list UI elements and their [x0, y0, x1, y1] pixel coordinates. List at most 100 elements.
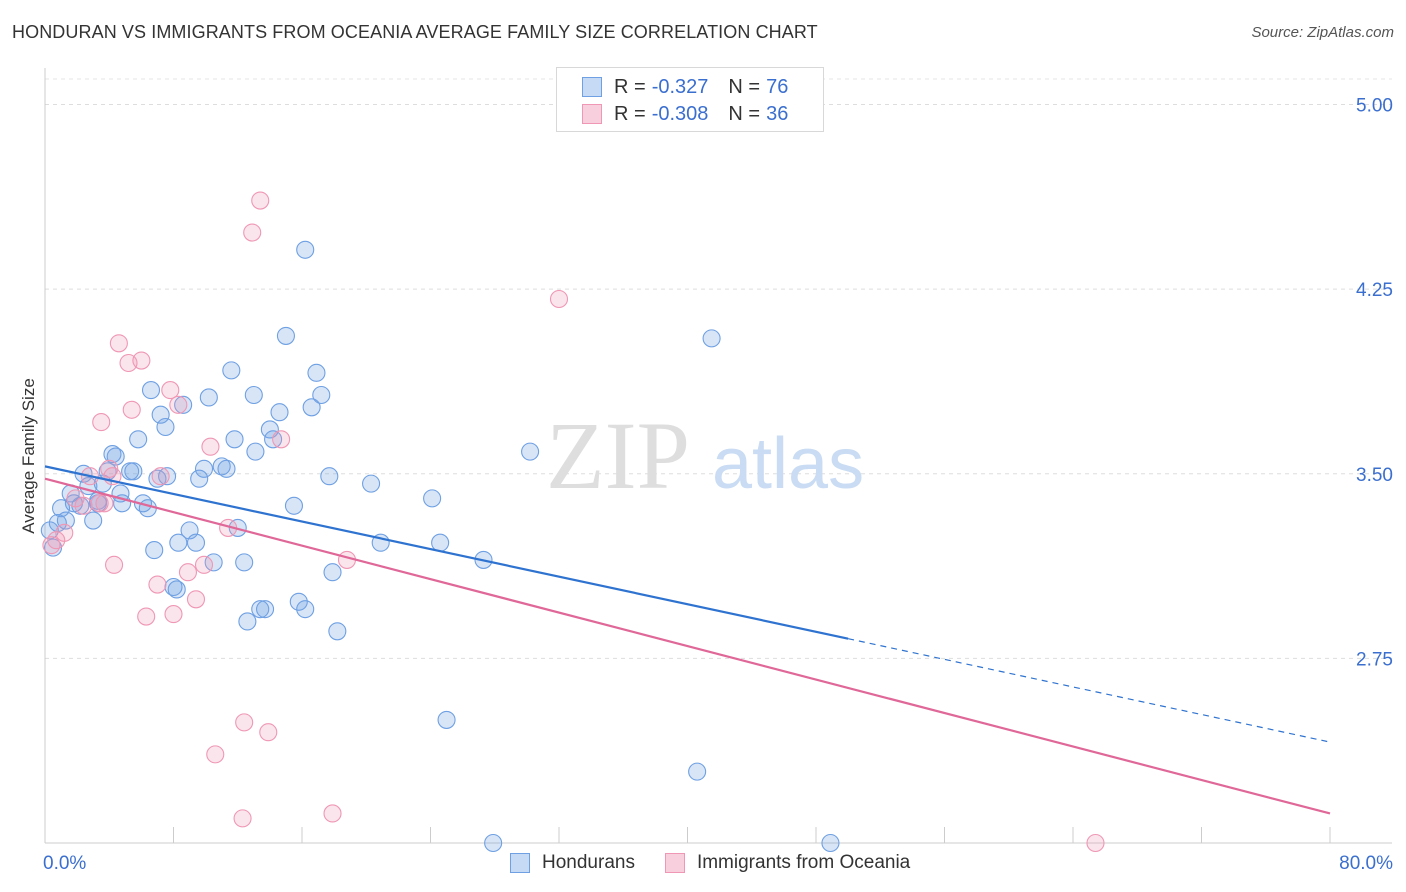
legend-swatch-oceania	[664, 853, 685, 873]
legend-r-value: -0.327	[651, 75, 709, 98]
trendline-oceania	[44, 477, 1331, 815]
point-oceania[interactable]	[92, 413, 111, 432]
point-hondurans[interactable]	[431, 533, 450, 552]
point-oceania[interactable]	[148, 575, 167, 594]
point-hondurans[interactable]	[296, 600, 315, 619]
point-oceania[interactable]	[122, 400, 141, 419]
point-hondurans[interactable]	[129, 430, 148, 449]
point-hondurans[interactable]	[194, 459, 214, 478]
point-hondurans[interactable]	[158, 467, 177, 486]
point-oceania[interactable]	[95, 494, 114, 513]
point-oceania[interactable]	[161, 381, 180, 400]
point-hondurans[interactable]	[169, 533, 188, 552]
y-tick-labels: 2.75 3.50 4.25 5.00	[1356, 96, 1393, 671]
point-hondurans[interactable]	[702, 329, 721, 348]
point-hondurans[interactable]	[437, 710, 456, 729]
point-hondurans[interactable]	[212, 457, 231, 476]
chart-title: HONDURAN VS IMMIGRANTS FROM OCEANIA AVER…	[12, 22, 818, 42]
point-oceania[interactable]	[90, 494, 109, 513]
point-oceania[interactable]	[243, 223, 262, 242]
point-oceania[interactable]	[251, 191, 270, 210]
point-hondurans[interactable]	[164, 577, 183, 597]
point-hondurans[interactable]	[289, 592, 308, 611]
legend-row-hondurans: R = -0.327 N = 76	[582, 74, 788, 100]
y-axis-label: Average Family Size	[19, 378, 38, 534]
point-hondurans[interactable]	[328, 622, 347, 641]
series-oceania-points	[42, 191, 1105, 853]
point-hondurans[interactable]	[284, 496, 304, 515]
point-oceania[interactable]	[233, 809, 252, 828]
point-hondurans[interactable]	[145, 541, 164, 560]
trend-lines	[44, 465, 1331, 815]
point-hondurans[interactable]	[103, 445, 122, 464]
point-oceania[interactable]	[272, 430, 291, 449]
legend-r-value: -0.308	[651, 102, 709, 125]
point-hondurans[interactable]	[256, 600, 275, 619]
point-hondurans[interactable]	[307, 363, 326, 382]
point-hondurans[interactable]	[323, 563, 342, 582]
point-oceania[interactable]	[206, 745, 225, 764]
point-hondurans[interactable]	[320, 467, 339, 486]
series-hondurans-points	[40, 240, 840, 853]
point-hondurans[interactable]	[124, 462, 143, 481]
point-hondurans[interactable]	[141, 381, 161, 400]
point-hondurans[interactable]	[84, 511, 103, 530]
point-hondurans[interactable]	[423, 489, 442, 508]
point-hondurans[interactable]	[246, 442, 265, 461]
point-hondurans[interactable]	[362, 474, 381, 493]
point-hondurans[interactable]	[190, 469, 209, 488]
point-hondurans[interactable]	[186, 533, 206, 552]
point-hondurans[interactable]	[217, 459, 236, 478]
point-hondurans[interactable]	[484, 833, 503, 853]
stats-legend: R = -0.327 N = 76 R = -0.308 N = 36	[556, 67, 824, 132]
point-hondurans[interactable]	[821, 833, 840, 853]
point-hondurans[interactable]	[235, 553, 254, 572]
point-hondurans[interactable]	[156, 417, 175, 437]
point-hondurans[interactable]	[521, 442, 540, 461]
point-hondurans[interactable]	[251, 600, 270, 619]
point-oceania[interactable]	[105, 555, 124, 574]
point-oceania[interactable]	[55, 523, 74, 542]
point-oceania[interactable]	[169, 395, 188, 414]
point-hondurans[interactable]	[244, 385, 263, 405]
point-oceania[interactable]	[549, 289, 569, 309]
point-oceania[interactable]	[259, 723, 278, 742]
legend-label-oceania: Immigrants from Oceania	[696, 852, 911, 873]
legend-item-hondurans[interactable]: Hondurans	[510, 852, 635, 874]
legend-swatch-hondurans	[582, 77, 602, 97]
point-hondurans[interactable]	[225, 430, 244, 449]
point-oceania[interactable]	[74, 496, 93, 515]
point-hondurans[interactable]	[199, 388, 218, 407]
point-hondurans[interactable]	[276, 326, 295, 345]
point-oceania[interactable]	[1086, 833, 1105, 853]
point-hondurans[interactable]	[270, 403, 289, 422]
point-oceania[interactable]	[151, 467, 170, 486]
point-oceania[interactable]	[132, 351, 151, 370]
point-oceania[interactable]	[201, 437, 220, 456]
point-hondurans[interactable]	[296, 240, 315, 259]
legend-n-value: 76	[766, 75, 789, 98]
point-hondurans[interactable]	[312, 385, 331, 405]
point-oceania[interactable]	[194, 555, 214, 574]
point-hondurans[interactable]	[688, 762, 707, 781]
point-oceania[interactable]	[235, 713, 254, 732]
x-tick-labels: 0.0% 80.0%	[43, 853, 1393, 874]
point-oceania[interactable]	[178, 563, 198, 582]
point-hondurans[interactable]	[222, 361, 241, 380]
legend-r-label: R =	[614, 102, 646, 125]
point-hondurans[interactable]	[138, 499, 157, 518]
point-oceania[interactable]	[323, 804, 342, 823]
legend-row-oceania: R = -0.308 N = 36	[582, 101, 788, 127]
point-oceania[interactable]	[186, 590, 206, 609]
legend-item-oceania[interactable]: Immigrants from Oceania	[664, 852, 911, 874]
point-oceania[interactable]	[164, 605, 183, 624]
point-hondurans[interactable]	[238, 612, 257, 631]
point-oceania[interactable]	[137, 607, 156, 626]
point-hondurans[interactable]	[302, 398, 321, 417]
watermark-zip: ZIP	[546, 402, 690, 509]
point-oceania[interactable]	[109, 334, 128, 353]
point-hondurans[interactable]	[174, 395, 193, 414]
point-hondurans[interactable]	[167, 580, 186, 599]
point-oceania[interactable]	[42, 536, 61, 555]
